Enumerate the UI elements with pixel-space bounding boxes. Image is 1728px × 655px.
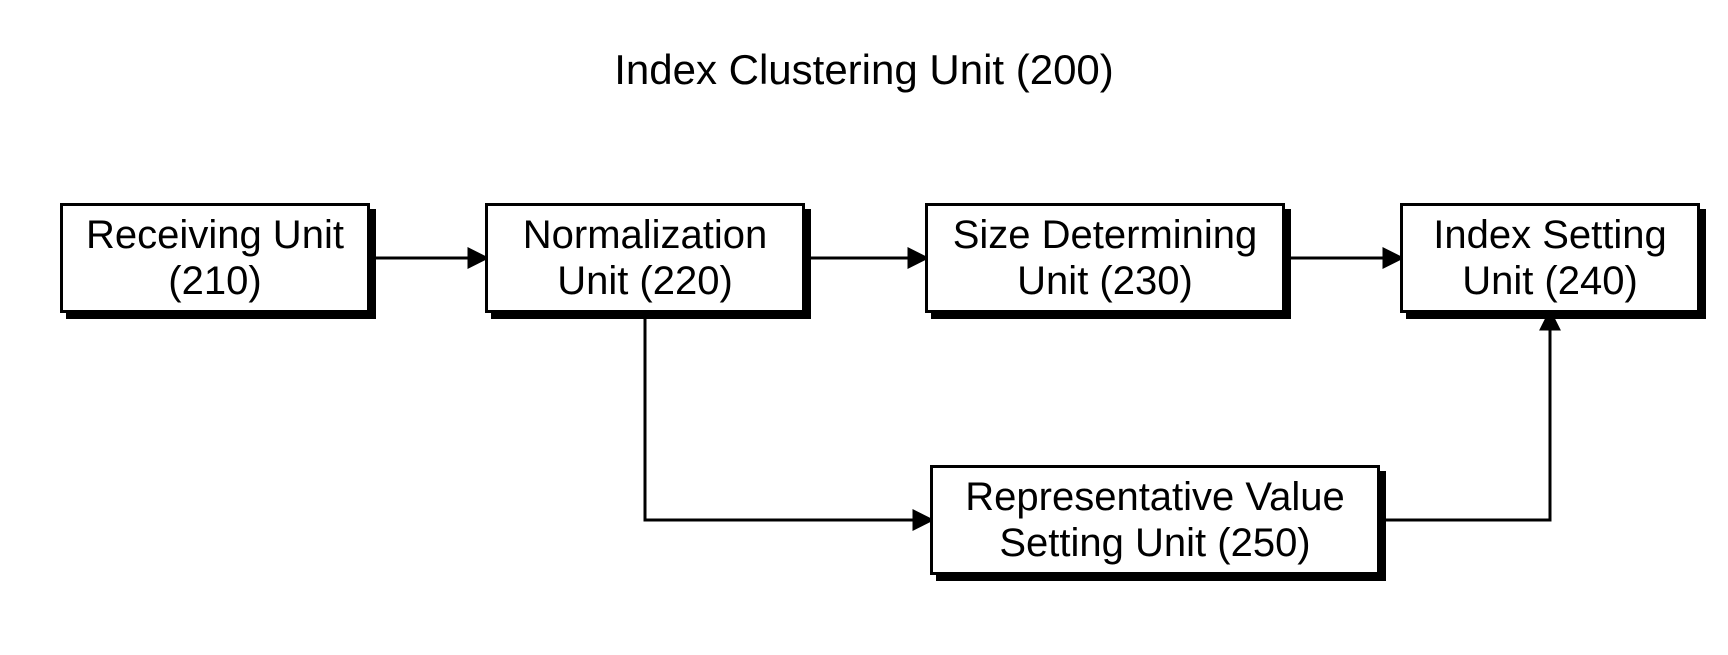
edge-n250-n240 (1380, 313, 1550, 520)
flow-node-n210: Receiving Unit (210) (60, 203, 370, 313)
diagram-canvas: Index Clustering Unit (200) Receiving Un… (0, 0, 1728, 655)
flow-node-n230: Size Determining Unit (230) (925, 203, 1285, 313)
flow-node-n240: Index Setting Unit (240) (1400, 203, 1700, 313)
flow-node-n250: Representative Value Setting Unit (250) (930, 465, 1380, 575)
edges-layer (0, 0, 1728, 655)
edge-n220-n250 (645, 313, 930, 520)
diagram-title: Index Clustering Unit (200) (614, 46, 1114, 94)
flow-node-n220: Normalization Unit (220) (485, 203, 805, 313)
